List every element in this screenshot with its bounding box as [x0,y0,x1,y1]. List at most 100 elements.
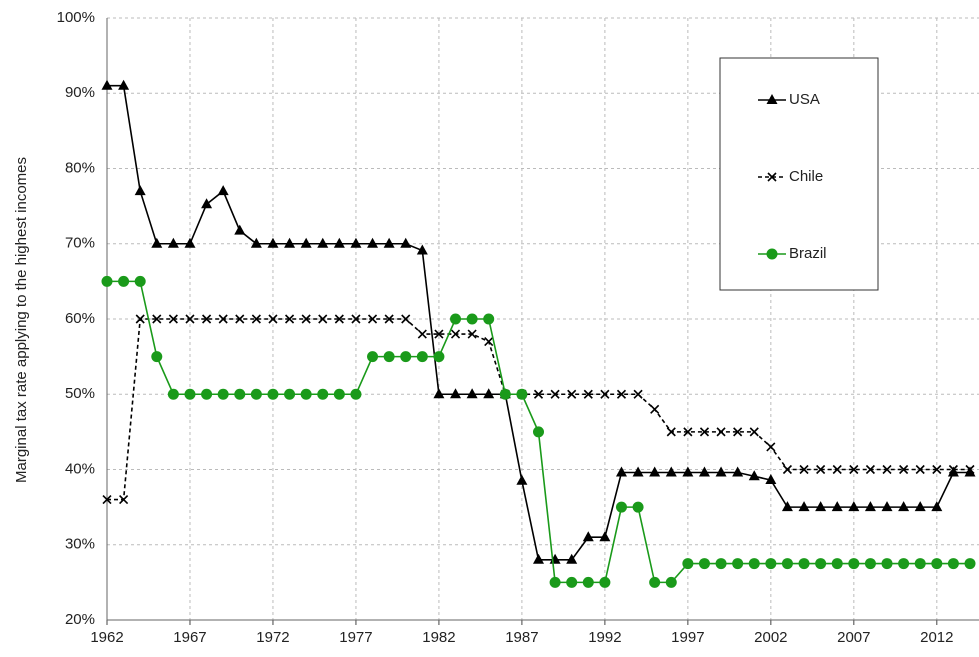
marker [383,351,395,363]
marker [599,576,611,588]
marker [118,275,130,287]
x-tick-label: 1967 [173,629,206,646]
marker [881,501,893,512]
x-tick-label: 2012 [920,629,953,646]
marker [848,501,860,512]
marker [781,501,793,512]
marker [499,388,511,400]
marker [284,237,296,248]
marker [948,464,958,475]
marker [317,388,329,400]
marker [301,314,311,324]
marker [932,464,942,475]
marker [433,388,445,399]
marker [483,388,495,399]
marker [566,576,578,588]
marker [167,388,179,400]
marker [202,314,212,324]
marker [251,314,261,324]
marker [549,576,561,588]
marker [816,464,826,475]
marker [334,314,344,324]
marker [615,501,627,513]
marker [284,314,295,324]
marker [350,388,362,400]
marker [682,558,694,570]
marker [732,558,744,570]
marker [798,558,810,570]
marker [350,237,362,248]
legend-label: Chile [789,168,823,185]
marker [119,495,129,505]
marker [400,351,412,363]
marker [450,388,462,399]
marker [185,314,195,324]
legend-marker [767,172,777,182]
marker [600,389,610,399]
marker [351,314,361,324]
marker [831,558,843,570]
marker [250,388,262,400]
marker [649,576,661,588]
legend-label: USA [789,91,820,108]
y-tick-label: 70% [65,235,95,252]
marker [135,314,145,324]
legend: USA Chile Brazil [719,57,879,291]
marker [914,501,926,512]
marker [217,388,229,400]
marker [118,79,130,90]
marker [582,531,594,542]
marker [815,501,827,512]
marker [417,329,427,339]
marker [931,501,943,512]
marker [665,576,677,588]
legend-marker [766,248,778,260]
marker [367,237,379,248]
marker [450,313,462,325]
marker [882,464,892,475]
marker [384,314,394,324]
marker [632,466,644,477]
y-tick-label: 30% [65,536,95,553]
marker [268,314,278,324]
marker [400,237,412,248]
marker [235,314,245,324]
marker [201,388,213,400]
marker [483,313,495,325]
marker [284,388,296,400]
marker [151,351,163,363]
marker [732,466,744,477]
marker [582,576,594,588]
marker [698,466,710,477]
marker [466,388,478,399]
marker [798,501,810,512]
marker [234,388,246,400]
marker [666,427,676,437]
marker [151,237,163,248]
marker [749,427,759,437]
marker [101,79,113,90]
marker [632,501,644,513]
marker [184,237,196,248]
marker [533,389,544,399]
marker [964,558,976,570]
marker [184,388,196,400]
marker [317,237,329,248]
marker [650,404,660,414]
y-tick-label: 80% [65,159,95,176]
legend-label: Brazil [789,245,827,262]
marker [383,237,395,248]
marker [633,389,643,399]
marker [250,237,262,248]
marker [782,464,793,475]
x-tick-label: 1962 [90,629,123,646]
marker [914,558,926,570]
x-tick-label: 1982 [422,629,455,646]
marker [881,558,893,570]
marker [167,237,179,248]
y-tick-label: 50% [65,385,95,402]
marker [849,464,859,475]
marker [766,442,776,452]
marker [333,388,345,400]
